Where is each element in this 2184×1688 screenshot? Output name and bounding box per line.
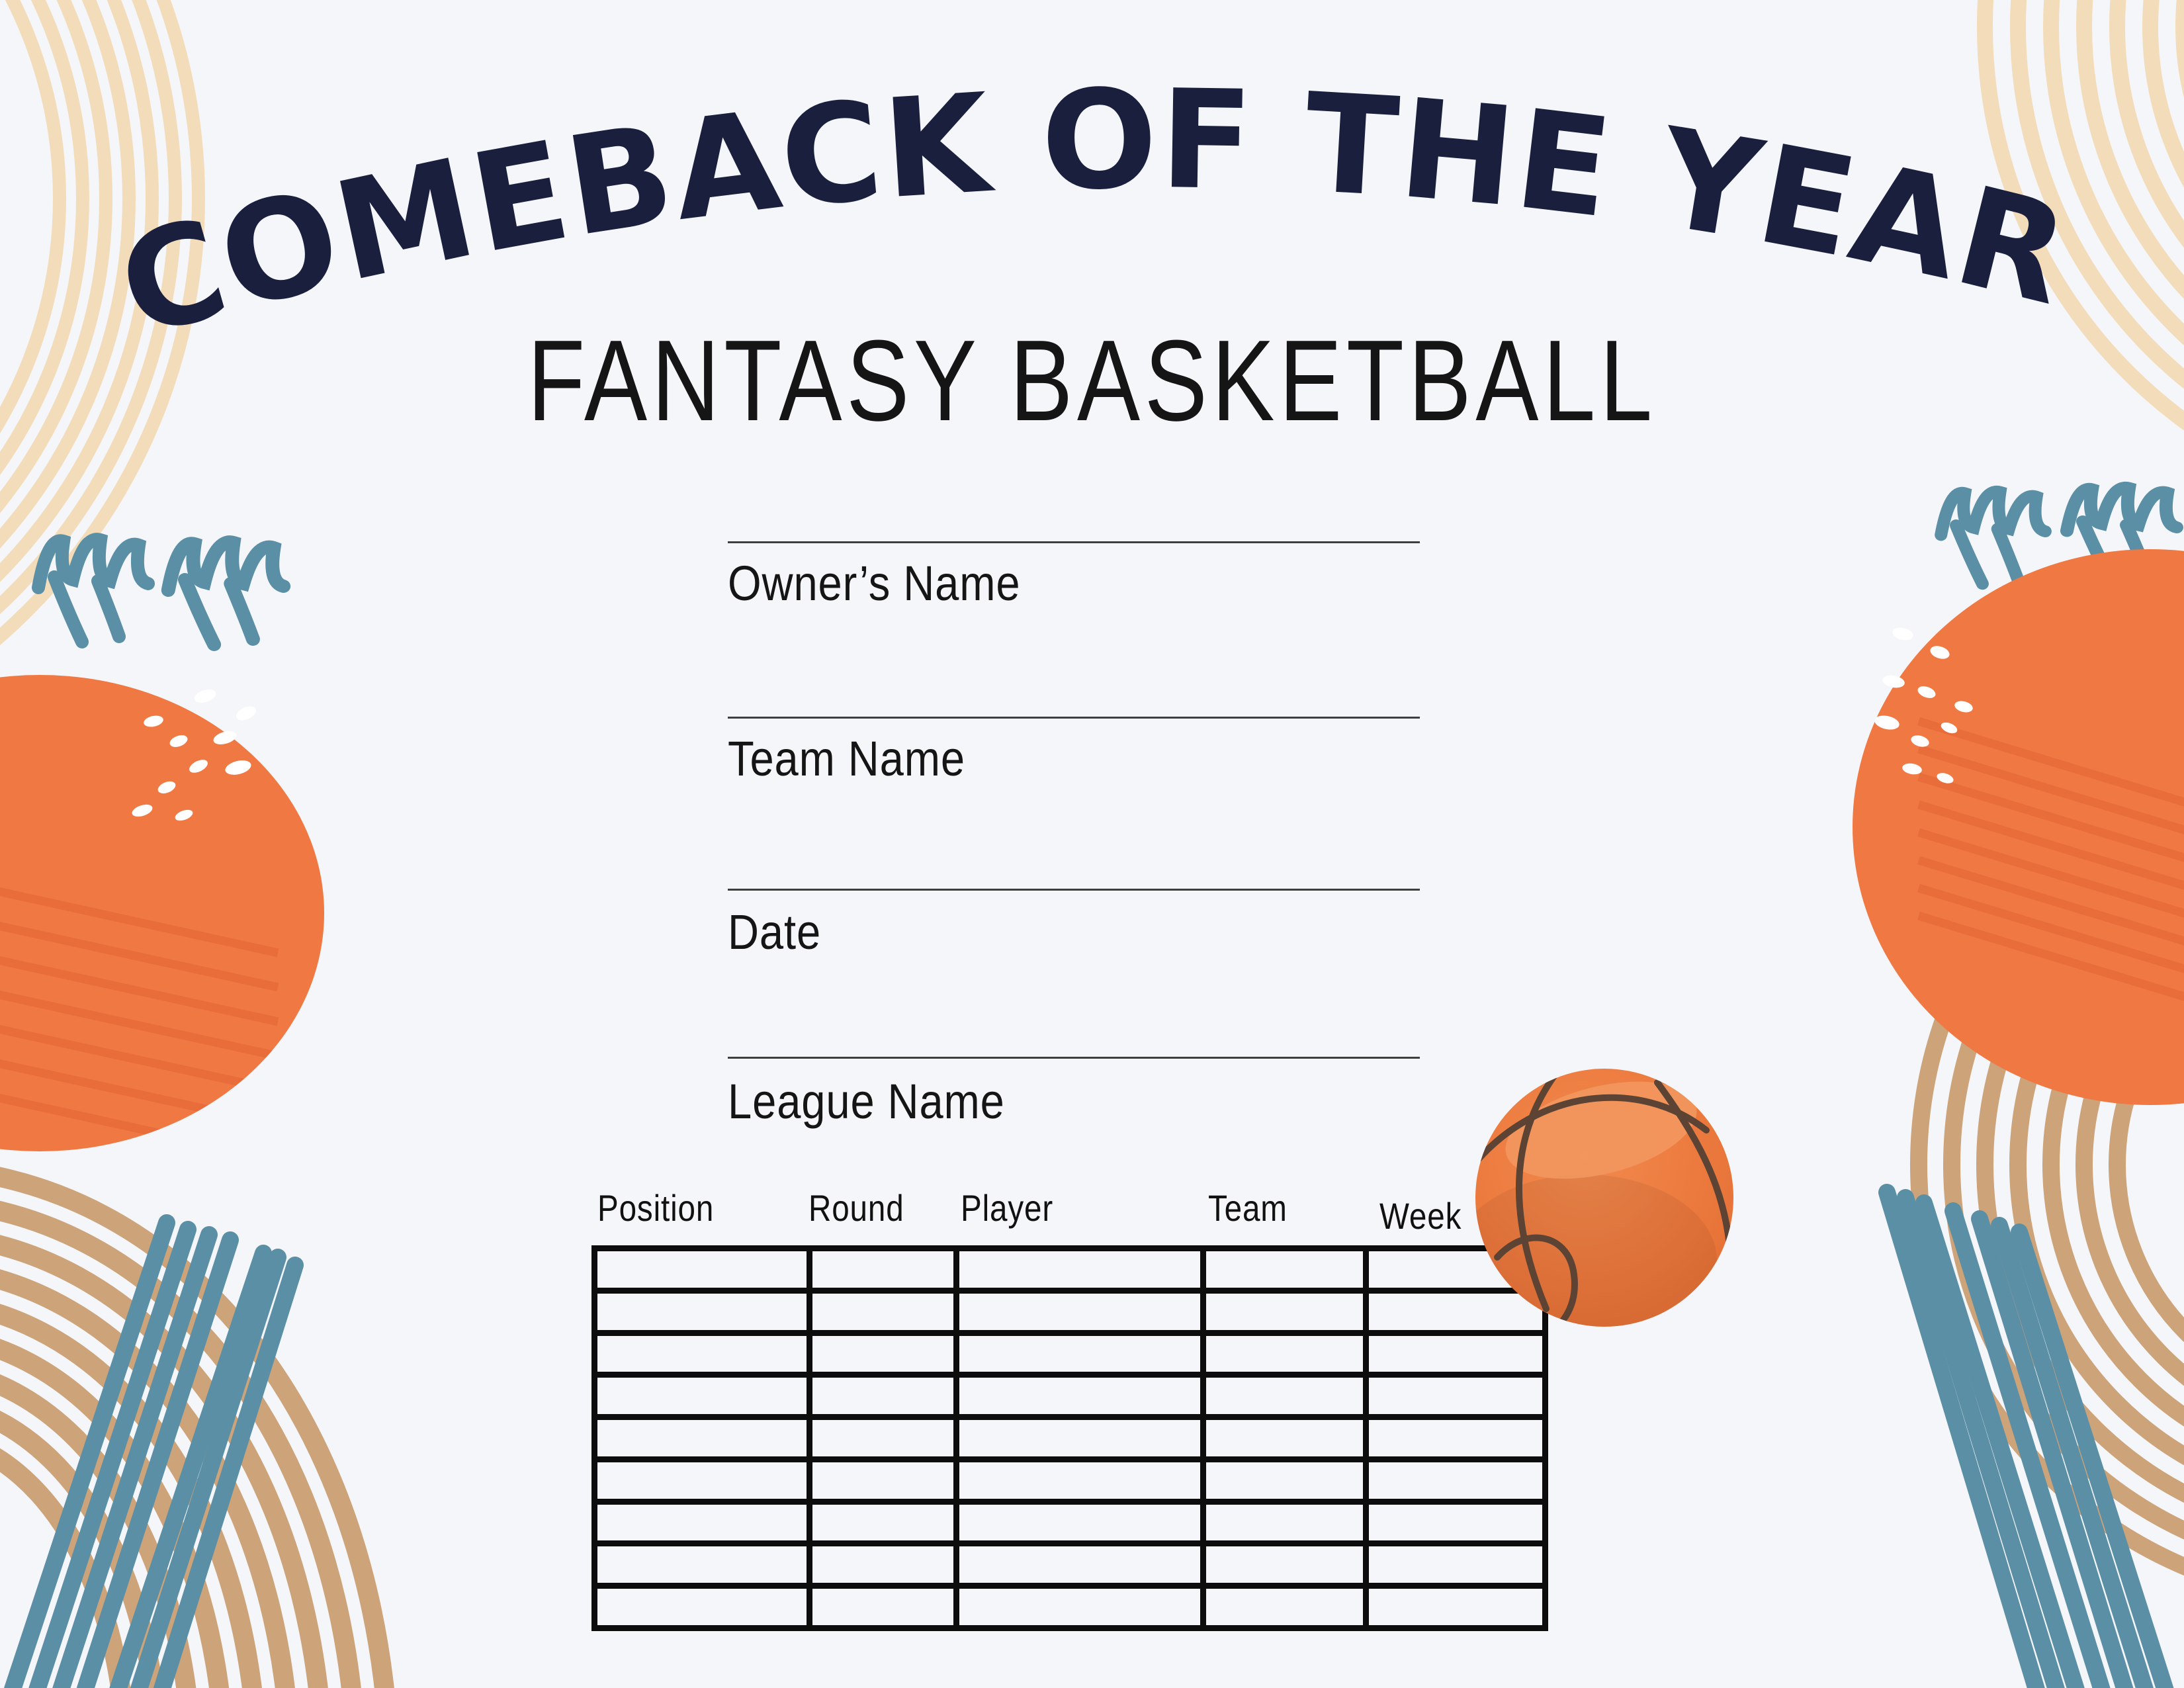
date-label: Date <box>728 905 822 959</box>
date-line <box>728 889 1420 891</box>
orange-blob-right <box>1853 549 2184 1105</box>
table-cell-r5-c5 <box>1369 1420 1542 1456</box>
column-header-team: Team <box>1208 1187 1288 1229</box>
table-cell-r6-c3 <box>959 1462 1201 1499</box>
table-cell-r2-c4 <box>1206 1293 1364 1330</box>
table-cell-r4-c5 <box>1369 1378 1542 1415</box>
blob-speckles <box>132 689 257 821</box>
table-cell-r7-c5 <box>1369 1504 1542 1541</box>
table-cell-r4-c2 <box>812 1378 954 1415</box>
table-cell-r8-c2 <box>812 1546 954 1583</box>
table-cell-r3-c4 <box>1206 1335 1364 1372</box>
table-cell-r4-c3 <box>959 1378 1201 1415</box>
table-cell-r8-c1 <box>597 1546 807 1583</box>
table-cell-r5-c1 <box>597 1420 807 1456</box>
table-cell-r6-c4 <box>1206 1462 1364 1499</box>
table-cell-r9-c3 <box>959 1589 1201 1625</box>
table-cell-r5-c3 <box>959 1420 1201 1456</box>
title-banner: COMEBACK OF THE YEAR <box>103 60 2081 369</box>
owner-name-line <box>728 541 1420 543</box>
table-cell-r9-c5 <box>1369 1589 1542 1625</box>
column-header-player: Player <box>961 1187 1054 1229</box>
table-cell-r3-c3 <box>959 1335 1201 1372</box>
table-cell-r4-c1 <box>597 1378 807 1415</box>
table-cell-r8-c5 <box>1369 1546 1542 1583</box>
table-cell-r6-c5 <box>1369 1462 1542 1499</box>
table-cell-r3-c5 <box>1369 1335 1542 1372</box>
column-header-round: Round <box>808 1187 904 1229</box>
orange-blob-left <box>0 675 324 1151</box>
table-cell-r9-c4 <box>1206 1589 1364 1625</box>
table-cell-r7-c3 <box>959 1504 1201 1541</box>
table-cell-r2-c1 <box>597 1293 807 1330</box>
league-name-label: League Name <box>728 1074 1005 1129</box>
blue-lines-bottom-left-icon <box>3 1214 304 1688</box>
table-cell-r1-c3 <box>959 1251 1201 1288</box>
column-header-position: Position <box>597 1187 715 1229</box>
owner-name-label: Owner’s Name <box>728 556 1021 611</box>
roster-table <box>591 1245 1548 1631</box>
column-header-week: Week <box>1379 1195 1462 1237</box>
table-cell-r9-c2 <box>812 1589 954 1625</box>
table-cell-r7-c4 <box>1206 1504 1364 1541</box>
table-cell-r9-c1 <box>597 1589 807 1625</box>
table-cell-r6-c2 <box>812 1462 954 1499</box>
rings-top-left-icon <box>0 0 205 646</box>
table-cell-r2-c2 <box>812 1293 954 1330</box>
table-cell-r3-c2 <box>812 1335 954 1372</box>
table-cell-r5-c4 <box>1206 1420 1364 1456</box>
table-cell-r1-c1 <box>597 1251 807 1288</box>
basketball-icon <box>1475 1069 1733 1327</box>
table-cell-r8-c4 <box>1206 1546 1364 1583</box>
team-name-label: Team Name <box>728 731 965 786</box>
team-name-line <box>728 717 1420 719</box>
table-cell-r8-c3 <box>959 1546 1201 1583</box>
rings-bottom-left-icon <box>0 1157 400 1688</box>
table-cell-r6-c1 <box>597 1462 807 1499</box>
league-name-line <box>728 1057 1420 1059</box>
table-cell-r7-c1 <box>597 1504 807 1541</box>
page-subtitle: FANTASY BASKETBALL <box>527 316 1657 445</box>
blue-lines-bottom-right-icon <box>1878 1184 2174 1688</box>
table-cell-r2-c3 <box>959 1293 1201 1330</box>
table-cell-r7-c2 <box>812 1504 954 1541</box>
table-cell-r4-c4 <box>1206 1378 1364 1415</box>
table-cell-r1-c2 <box>812 1251 954 1288</box>
table-cell-r2-c5 <box>1369 1293 1542 1330</box>
table-cell-r5-c2 <box>812 1420 954 1456</box>
blob-speckles <box>1874 627 1973 783</box>
table-cell-r1-c4 <box>1206 1251 1364 1288</box>
table-cell-r3-c1 <box>597 1335 807 1372</box>
rings-top-right-icon <box>1977 0 2184 431</box>
scribble-left-icon <box>38 539 284 644</box>
rings-bottom-right-icon <box>1910 754 2184 1576</box>
